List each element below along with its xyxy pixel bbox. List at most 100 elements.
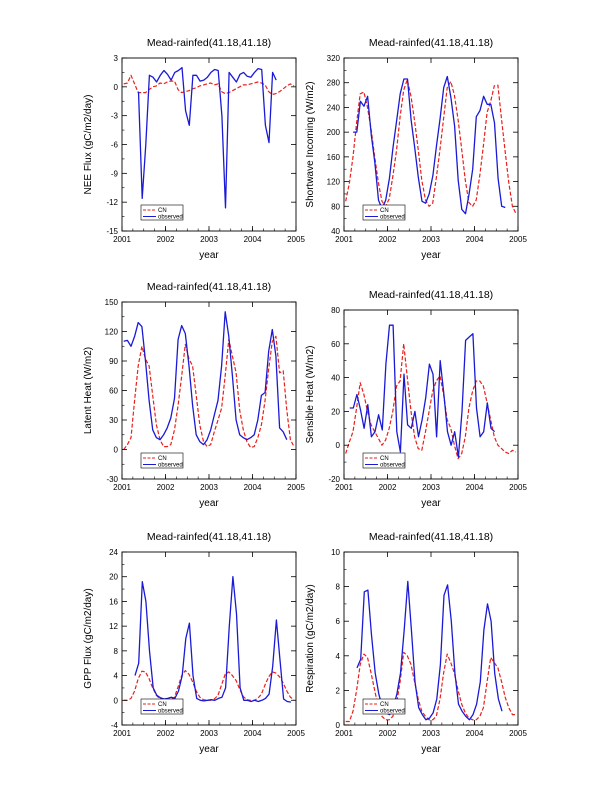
y-tick-label: -12: [106, 198, 118, 207]
y-tick-label: -9: [111, 169, 119, 178]
series-line-cn: [123, 74, 295, 96]
series-line-observed: [349, 324, 496, 458]
legend-label-cn: CN: [380, 702, 389, 708]
chart-panel-6: 2001 2002 2003 2004 2005 10 8 6 4 2 0 Mead-rainfed(…: [305, 531, 527, 755]
y-tick-label: 10: [331, 548, 340, 557]
y-tick-label: 120: [327, 178, 341, 187]
y-tick-label: 280: [327, 79, 341, 88]
y-axis-label: Latent Heat (W/m2): [83, 347, 94, 434]
x-tick-label: 2003: [200, 235, 218, 244]
x-tick-label: 2002: [157, 235, 175, 244]
series-line-observed: [137, 66, 277, 209]
x-axis-label: year: [199, 744, 219, 755]
x-tick-label: 2002: [379, 483, 397, 492]
x-tick-label: 2003: [200, 729, 218, 738]
series-group: [123, 576, 295, 703]
legend-label-cn: CN: [158, 702, 167, 708]
chart-title: Mead-rainfed(41.18,41.18): [147, 281, 271, 293]
x-tick-label: 2005: [287, 483, 305, 492]
legend-label-observed: observed: [158, 463, 183, 469]
chart-title: Mead-rainfed(41.18,41.18): [369, 37, 493, 49]
y-axis-label: Shortwave Incoming (W/m2): [305, 81, 316, 207]
y-tick-label: 8: [336, 583, 341, 592]
chart-panel-3: 2001 2002 2003 2004 2005 150 120 90 60 30 0 -30 Mead…: [83, 281, 305, 509]
x-tick-label: 2004: [466, 729, 484, 738]
x-tick-label: 2005: [509, 729, 527, 738]
y-tick-label: 0: [336, 721, 341, 730]
legend-label-cn: CN: [158, 456, 167, 462]
y-tick-label: 12: [109, 622, 118, 631]
y-tick-label: 320: [327, 54, 341, 63]
y-tick-label: 3: [114, 54, 119, 63]
chart-title: Mead-rainfed(41.18,41.18): [369, 289, 493, 301]
y-tick-label: 20: [331, 407, 340, 416]
x-tick-label: 2001: [113, 729, 131, 738]
x-axis-label: year: [421, 498, 441, 509]
x-tick-label: 2001: [113, 483, 131, 492]
x-axis-label: year: [421, 250, 441, 261]
x-tick-label: 2005: [287, 235, 305, 244]
x-tick-label: 2005: [287, 729, 305, 738]
y-tick-label: 0: [336, 441, 341, 450]
x-tick-label: 2003: [422, 235, 440, 244]
y-tick-label: 0: [114, 696, 119, 705]
x-tick-label: 2004: [466, 483, 484, 492]
x-tick-label: 2003: [422, 729, 440, 738]
x-tick-label: 2003: [422, 483, 440, 492]
legend-label-cn: CN: [158, 208, 167, 214]
y-axis-label: Sensible Heat (W/m2): [305, 346, 316, 444]
y-axis-label: NEE Flux (gC/m2/day): [83, 94, 94, 194]
y-tick-label: 2: [336, 686, 341, 695]
legend-label-observed: observed: [380, 709, 405, 715]
y-tick-label: 90: [109, 357, 118, 366]
x-axis-label: year: [421, 744, 441, 755]
y-tick-label: 240: [327, 103, 341, 112]
x-tick-label: 2004: [244, 235, 262, 244]
chart-panel-1: 2001 2002 2003 2004 2005 3 0 -3 -6 -9 -12 -15 Mead-r…: [83, 37, 305, 261]
y-tick-label: -30: [106, 475, 118, 484]
y-tick-label: -15: [106, 227, 118, 236]
x-tick-label: 2001: [335, 235, 353, 244]
y-tick-label: 4: [114, 672, 119, 681]
chart-panel-4: 2001 2002 2003 2004 2005 80 60 40 20 0 -20 Mead-rai…: [305, 289, 527, 509]
legend-label-cn: CN: [380, 456, 389, 462]
y-tick-label: 0: [114, 446, 119, 455]
series-line-observed: [123, 311, 288, 446]
series-group: [123, 311, 295, 450]
x-tick-label: 2001: [335, 729, 353, 738]
y-tick-label: 20: [109, 573, 118, 582]
legend-label-observed: observed: [158, 215, 183, 221]
y-axis-label: Respiration (gC/m2/day): [305, 584, 316, 692]
y-tick-label: 80: [331, 202, 340, 211]
x-tick-label: 2002: [379, 235, 397, 244]
series-line-observed: [353, 75, 506, 215]
chart-title: Mead-rainfed(41.18,41.18): [369, 531, 493, 543]
y-tick-label: 6: [336, 617, 341, 626]
chart-title: Mead-rainfed(41.18,41.18): [147, 531, 271, 543]
legend-label-cn: CN: [380, 208, 389, 214]
y-tick-label: 160: [327, 153, 341, 162]
x-tick-label: 2004: [244, 729, 262, 738]
y-tick-label: 60: [331, 340, 340, 349]
y-tick-label: 24: [109, 548, 118, 557]
y-tick-label: 40: [331, 227, 340, 236]
series-group: [345, 324, 517, 460]
series-line-cn: [345, 651, 516, 723]
x-tick-label: 2002: [157, 729, 175, 738]
y-tick-label: -4: [111, 721, 119, 730]
y-tick-label: 150: [105, 298, 119, 307]
chart-panel-5: 2001 2002 2003 2004 2005 24 20 16 12 8 4 0 -4 Mead-ra…: [83, 531, 305, 755]
x-axis-label: year: [199, 498, 219, 509]
x-tick-label: 2002: [379, 729, 397, 738]
y-tick-label: -20: [328, 475, 340, 484]
legend-label-observed: observed: [158, 709, 183, 715]
y-tick-label: 120: [105, 328, 119, 337]
legend-label-observed: observed: [380, 463, 405, 469]
y-tick-label: 0: [114, 83, 119, 92]
chart-panel-2: 2001 2002 2003 2004 2005 320 280 240 200 160 120 80…: [305, 37, 527, 261]
x-axis-label: year: [199, 250, 219, 261]
x-tick-label: 2004: [244, 483, 262, 492]
series-line-observed: [134, 576, 292, 703]
x-tick-label: 2003: [200, 483, 218, 492]
